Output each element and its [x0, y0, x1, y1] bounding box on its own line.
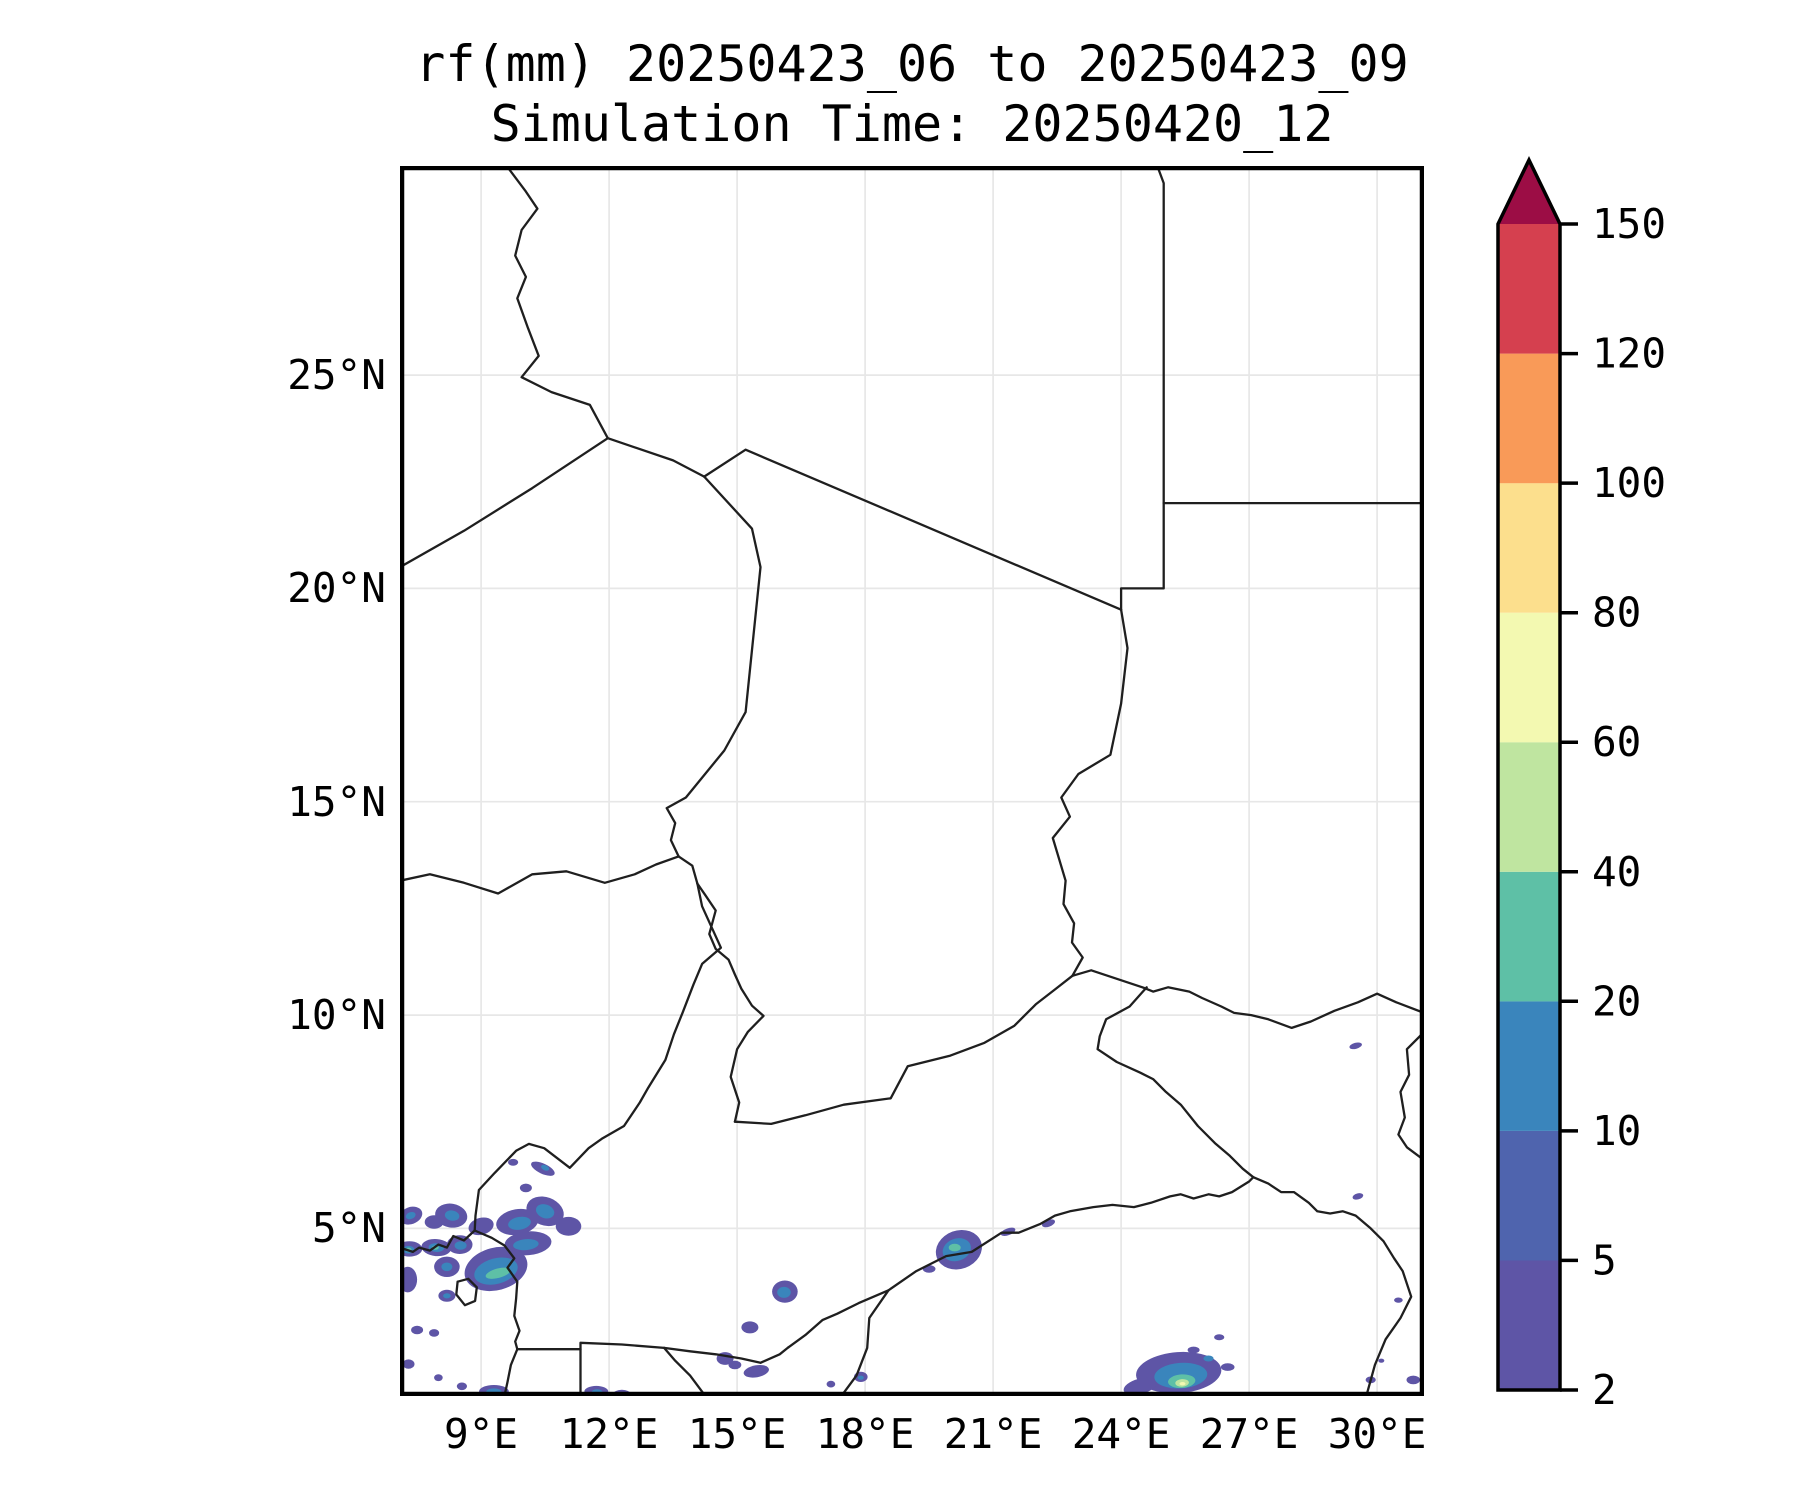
svg-text:5: 5: [1592, 1236, 1617, 1284]
svg-text:120: 120: [1592, 330, 1666, 378]
svg-text:80: 80: [1592, 589, 1641, 637]
svg-text:10: 10: [1592, 1107, 1641, 1155]
x-tick-label: 30°E: [1327, 1410, 1427, 1458]
svg-text:60: 60: [1592, 718, 1641, 766]
x-tick-label: 18°E: [815, 1410, 915, 1458]
y-tick-label: 5°N: [311, 1204, 386, 1253]
x-tick-label: 9°E: [444, 1410, 519, 1458]
svg-text:2: 2: [1592, 1366, 1617, 1414]
x-tick-label: 24°E: [1071, 1410, 1171, 1458]
svg-text:150: 150: [1592, 200, 1666, 248]
x-tick-label: 15°E: [687, 1410, 787, 1458]
x-tick-label: 12°E: [559, 1410, 659, 1458]
x-tick-label: 21°E: [943, 1410, 1043, 1458]
y-tick-label: 10°N: [287, 991, 386, 1040]
svg-text:20: 20: [1592, 977, 1641, 1025]
y-tick-label: 20°N: [287, 564, 386, 613]
chart-subtitle: Simulation Time: 20250420_12: [490, 95, 1334, 153]
x-tick-label: 27°E: [1199, 1410, 1299, 1458]
map-canvas: [400, 166, 1424, 1396]
map-svg: [400, 166, 1424, 1396]
chart-title: rf(mm) 20250423_06 to 20250423_09: [415, 35, 1409, 93]
svg-text:40: 40: [1592, 848, 1641, 896]
y-tick-label: 25°N: [287, 351, 386, 400]
svg-text:100: 100: [1592, 459, 1666, 507]
y-tick-label: 15°N: [287, 777, 386, 826]
colorbar: 2 5 10 20 40 60 80 100 120 150: [1496, 155, 1666, 1414]
